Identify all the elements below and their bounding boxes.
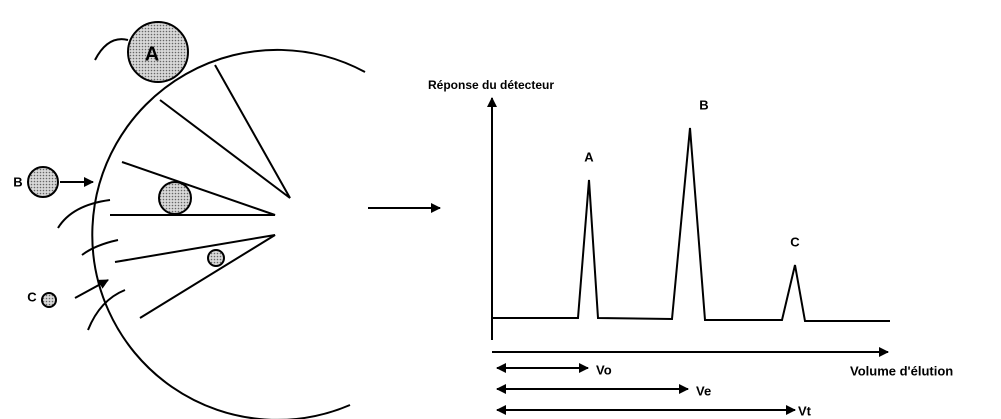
molecule-label: B bbox=[13, 174, 22, 189]
volume-label: Vt bbox=[798, 403, 812, 418]
x-axis-label: Volume d'élution bbox=[850, 363, 953, 378]
molecule-label: C bbox=[27, 289, 37, 304]
volume-label: Vo bbox=[596, 362, 612, 377]
molecule-b: B bbox=[13, 166, 111, 229]
molecule-a: A bbox=[94, 21, 189, 83]
peak-label: A bbox=[584, 149, 594, 164]
gel-bead bbox=[91, 48, 366, 419]
molecule-label: A bbox=[145, 43, 159, 65]
molecule-c: C bbox=[27, 239, 126, 331]
peak-label: C bbox=[790, 234, 800, 249]
chromatogram: Réponse du détecteur A B C Volume d'élut… bbox=[428, 78, 953, 418]
peak-label: B bbox=[699, 97, 708, 112]
y-axis-label: Réponse du détecteur bbox=[428, 78, 554, 92]
volume-label: Ve bbox=[696, 383, 711, 398]
